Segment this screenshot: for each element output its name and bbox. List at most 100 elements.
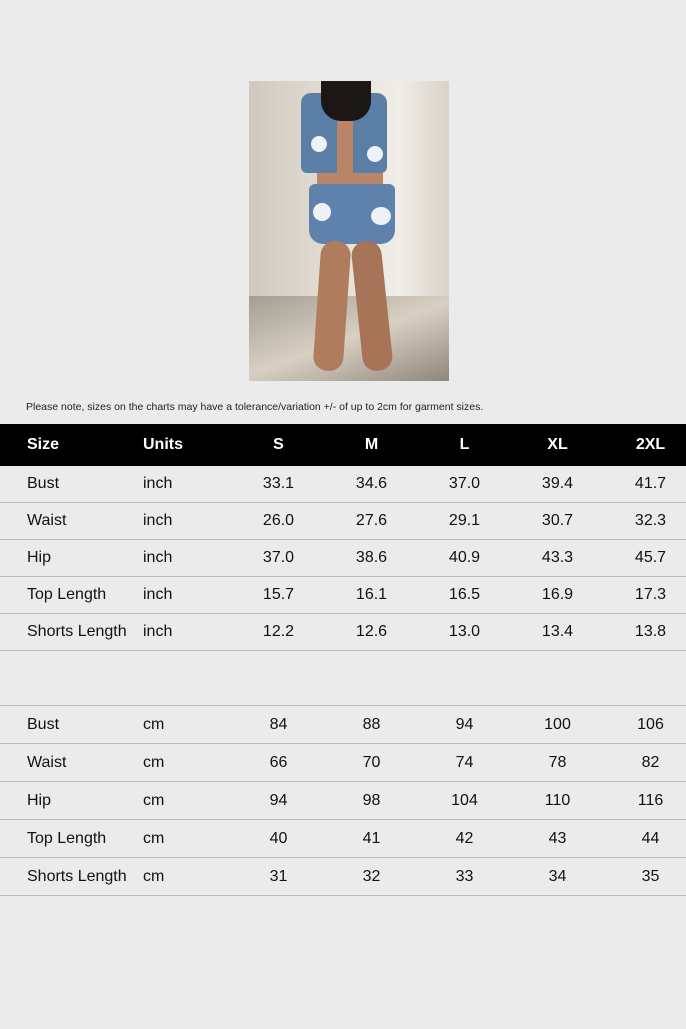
measurement-label: Bust xyxy=(0,466,139,503)
unit-cell: inch xyxy=(139,576,232,614)
size-value-cell: 34 xyxy=(511,857,604,896)
table-row: Bust cm 84 88 94 100 106 xyxy=(0,705,686,744)
size-value-cell: 30.7 xyxy=(511,502,604,540)
flower-print xyxy=(371,207,391,225)
size-value-cell: 13.4 xyxy=(511,613,604,651)
size-value-cell: 44 xyxy=(604,819,686,858)
size-value-cell: 15.7 xyxy=(232,576,325,614)
size-chart-header: Size Units S M L XL 2XL xyxy=(0,424,686,466)
size-value-cell: 41.7 xyxy=(604,466,686,503)
unit-cell: cm xyxy=(139,743,232,782)
table-row: Shorts Length inch 12.2 12.6 13.0 13.4 13.8 xyxy=(0,613,686,651)
table-row: Top Length cm 40 41 42 43 44 xyxy=(0,819,686,858)
flower-print xyxy=(367,146,383,162)
column-header-m: M xyxy=(364,436,379,453)
size-value-cell: 104 xyxy=(418,781,511,820)
size-value-cell: 100 xyxy=(511,705,604,744)
size-chart-inch: Bust inch 33.1 34.6 37.0 39.4 41.7 Waist inch 26.… xyxy=(0,466,686,651)
size-value-cell: 74 xyxy=(418,743,511,782)
measurement-label: Waist xyxy=(0,502,139,540)
flower-print xyxy=(313,203,331,221)
size-value-cell: 32 xyxy=(325,857,418,896)
size-value-cell: 12.6 xyxy=(325,613,418,651)
size-value-cell: 45.7 xyxy=(604,539,686,577)
size-value-cell: 33 xyxy=(418,857,511,896)
unit-cell: cm xyxy=(139,819,232,858)
size-value-cell: 13.0 xyxy=(418,613,511,651)
unit-cell: cm xyxy=(139,781,232,820)
unit-cell: cm xyxy=(139,857,232,896)
size-value-cell: 78 xyxy=(511,743,604,782)
size-value-cell: 32.3 xyxy=(604,502,686,540)
table-row: Hip cm 94 98 104 110 116 xyxy=(0,781,686,820)
unit-cell: inch xyxy=(139,502,232,540)
size-value-cell: 27.6 xyxy=(325,502,418,540)
size-value-cell: 17.3 xyxy=(604,576,686,614)
column-header-l: L xyxy=(459,436,470,453)
column-header-2xl: 2XL xyxy=(635,436,666,453)
size-value-cell: 40.9 xyxy=(418,539,511,577)
size-value-cell: 66 xyxy=(232,743,325,782)
table-row: Top Length inch 15.7 16.1 16.5 16.9 17.3 xyxy=(0,576,686,614)
measurement-label: Top Length xyxy=(0,576,139,614)
column-header-size: Size xyxy=(27,436,60,453)
size-value-cell: 88 xyxy=(325,705,418,744)
measurement-label: Shorts Length xyxy=(0,857,139,896)
unit-cell: inch xyxy=(139,466,232,503)
table-row: Bust inch 33.1 34.6 37.0 39.4 41.7 xyxy=(0,466,686,503)
measurement-label: Hip xyxy=(0,539,139,577)
photo-floor xyxy=(249,296,449,381)
unit-cell: cm xyxy=(139,705,232,744)
table-row: Waist cm 66 70 74 78 82 xyxy=(0,743,686,782)
size-value-cell: 16.9 xyxy=(511,576,604,614)
size-value-cell: 37.0 xyxy=(418,466,511,503)
size-value-cell: 16.5 xyxy=(418,576,511,614)
size-value-cell: 34.6 xyxy=(325,466,418,503)
size-value-cell: 35 xyxy=(604,857,686,896)
size-value-cell: 39.4 xyxy=(511,466,604,503)
measurement-label: Waist xyxy=(0,743,139,782)
unit-cell: inch xyxy=(139,613,232,651)
size-tolerance-note: Please note, sizes on the charts may hav… xyxy=(26,401,484,413)
photo-midriff xyxy=(317,173,383,187)
size-value-cell: 42 xyxy=(418,819,511,858)
size-value-cell: 31 xyxy=(232,857,325,896)
size-value-cell: 43.3 xyxy=(511,539,604,577)
size-value-cell: 29.1 xyxy=(418,502,511,540)
header-row: Size Units S M L XL 2XL xyxy=(0,424,686,466)
photo-hair xyxy=(321,81,371,121)
size-chart-cm: Bust cm 84 88 94 100 106 Waist cm 66 70 74 78 82 Hip cm… xyxy=(0,705,686,896)
size-value-cell: 41 xyxy=(325,819,418,858)
size-value-cell: 33.1 xyxy=(232,466,325,503)
size-value-cell: 16.1 xyxy=(325,576,418,614)
size-value-cell: 116 xyxy=(604,781,686,820)
flower-print xyxy=(311,136,327,152)
size-value-cell: 43 xyxy=(511,819,604,858)
size-value-cell: 106 xyxy=(604,705,686,744)
unit-cell: inch xyxy=(139,539,232,577)
size-value-cell: 110 xyxy=(511,781,604,820)
size-value-cell: 94 xyxy=(232,781,325,820)
size-value-cell: 82 xyxy=(604,743,686,782)
measurement-label: Shorts Length xyxy=(0,613,139,651)
size-value-cell: 12.2 xyxy=(232,613,325,651)
size-value-cell: 84 xyxy=(232,705,325,744)
measurement-label: Top Length xyxy=(0,819,139,858)
size-value-cell: 98 xyxy=(325,781,418,820)
size-value-cell: 40 xyxy=(232,819,325,858)
size-value-cell: 94 xyxy=(418,705,511,744)
column-header-xl: XL xyxy=(547,436,568,453)
column-header-units: Units xyxy=(143,436,183,453)
column-header-s: S xyxy=(273,436,284,453)
size-value-cell: 13.8 xyxy=(604,613,686,651)
measurement-label: Bust xyxy=(0,705,139,744)
table-row: Hip inch 37.0 38.6 40.9 43.3 45.7 xyxy=(0,539,686,577)
size-value-cell: 38.6 xyxy=(325,539,418,577)
table-row: Waist inch 26.0 27.6 29.1 30.7 32.3 xyxy=(0,502,686,540)
size-value-cell: 26.0 xyxy=(232,502,325,540)
measurement-label: Hip xyxy=(0,781,139,820)
product-photo xyxy=(249,81,449,381)
table-row: Shorts Length cm 31 32 33 34 35 xyxy=(0,857,686,896)
photo-torso xyxy=(337,111,353,181)
size-value-cell: 70 xyxy=(325,743,418,782)
